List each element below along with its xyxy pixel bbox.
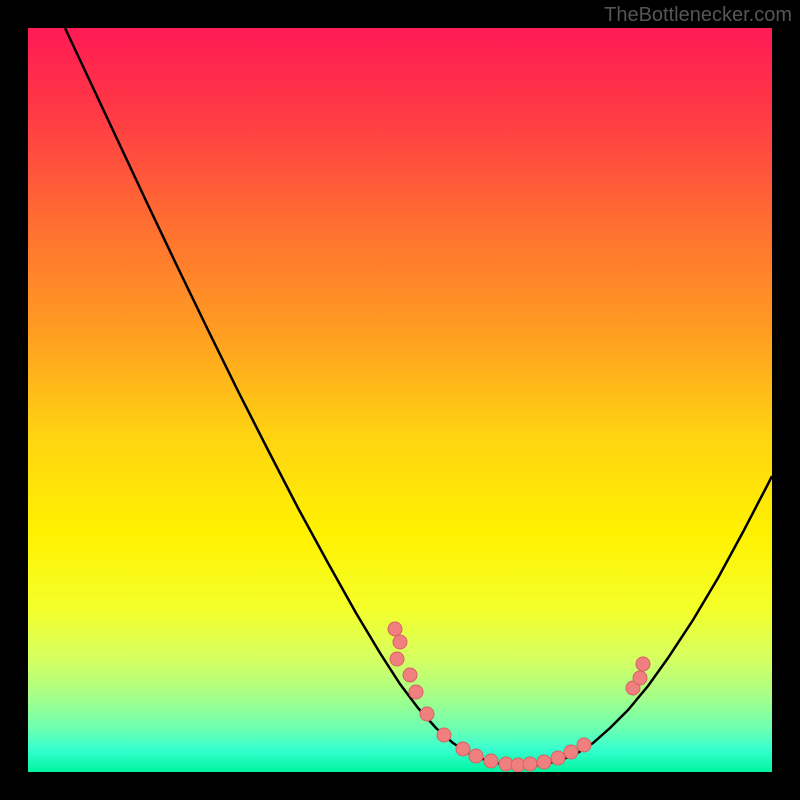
scatter-point (437, 728, 451, 742)
scatter-point (564, 745, 578, 759)
scatter-point (420, 707, 434, 721)
scatter-point (523, 757, 537, 771)
chart-svg (28, 28, 772, 772)
scatter-point (636, 657, 650, 671)
scatter-point (390, 652, 404, 666)
scatter-point (388, 622, 402, 636)
scatter-point (577, 738, 591, 752)
scatter-point (633, 671, 647, 685)
scatter-point (393, 635, 407, 649)
scatter-point (484, 754, 498, 768)
scatter-point (403, 668, 417, 682)
scatter-point (469, 749, 483, 763)
chart-plot-area (28, 28, 772, 772)
scatter-point (409, 685, 423, 699)
scatter-point (551, 751, 565, 765)
scatter-point (456, 742, 470, 756)
scatter-point (537, 755, 551, 769)
watermark-text: TheBottlenecker.com (604, 4, 792, 27)
